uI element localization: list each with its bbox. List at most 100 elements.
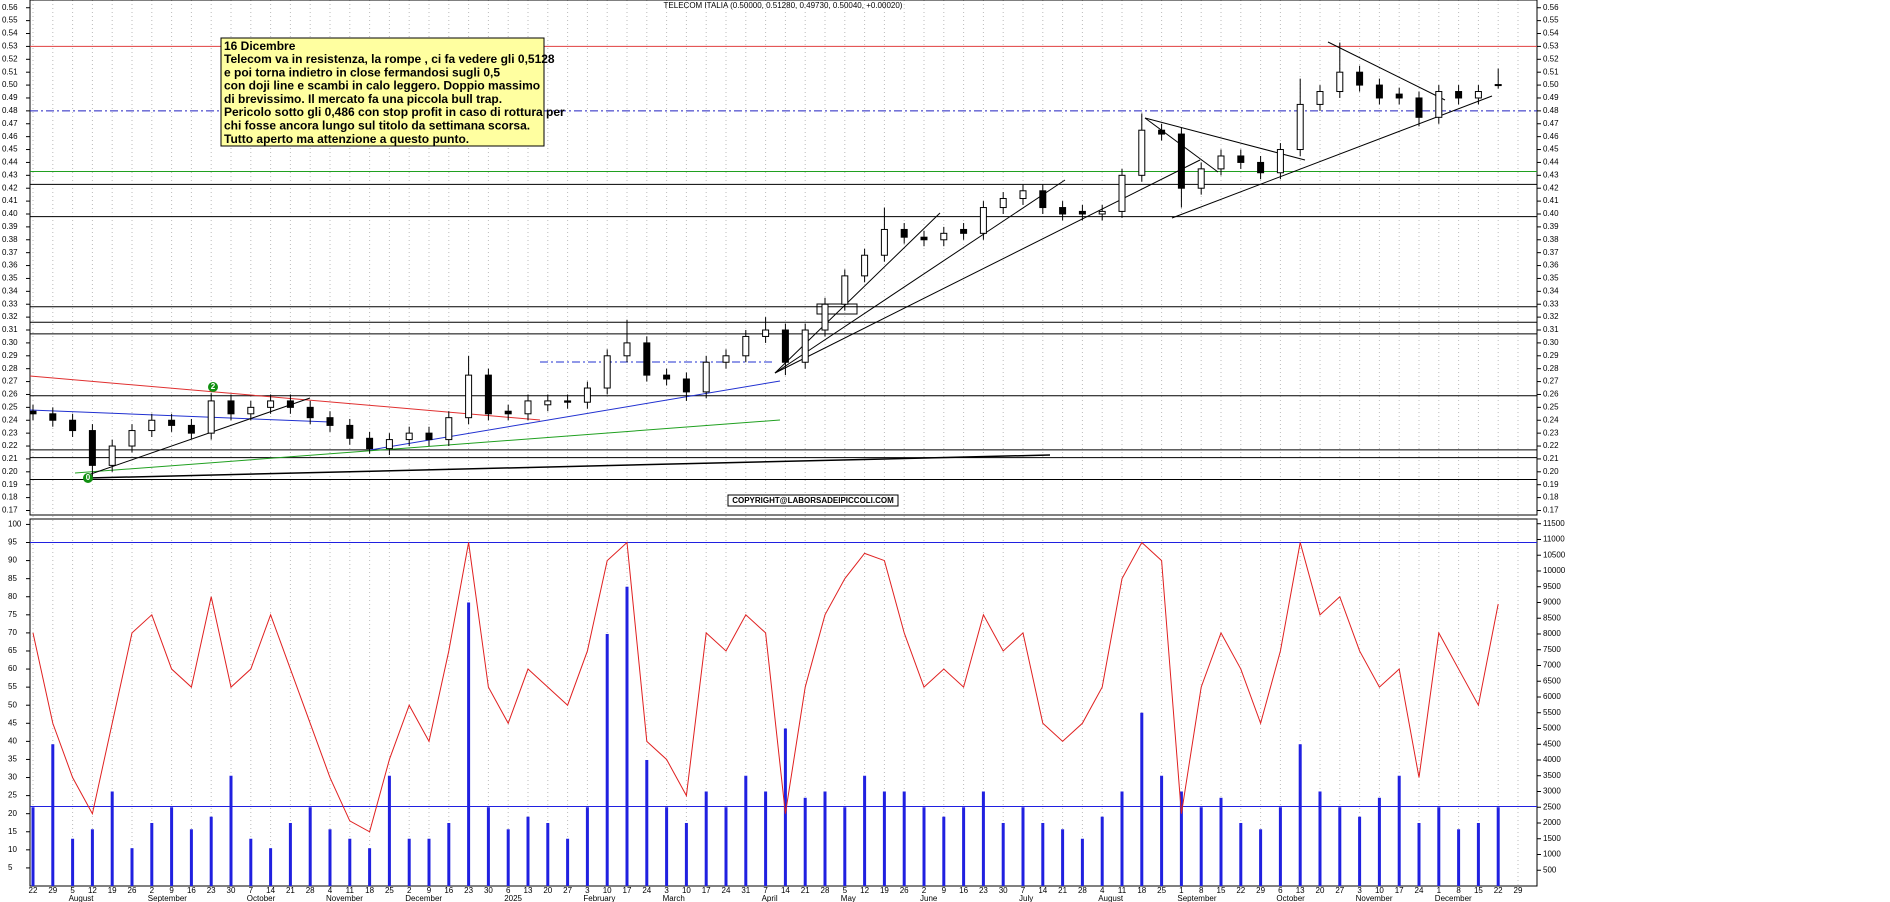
candle-body <box>524 400 532 415</box>
candle-body <box>108 445 116 466</box>
candle-body <box>128 430 136 447</box>
volume-bar <box>1041 822 1045 886</box>
volume-bar <box>1377 797 1381 886</box>
y-tick-label: 0.40 <box>2 209 18 218</box>
month-label: February <box>583 894 615 902</box>
volume-bar <box>942 816 946 886</box>
note-lines: Telecom va in resistenza, la rompe , ci … <box>224 52 565 146</box>
y2-tick-label: 2500 <box>1543 802 1561 811</box>
volume-bar <box>407 838 411 886</box>
month-label: August <box>69 894 95 902</box>
volume-bar <box>1120 791 1124 886</box>
y-tick-label: 100 <box>8 520 22 529</box>
volume-bar <box>229 775 233 886</box>
volume-bar <box>328 829 332 886</box>
box-marker <box>816 303 858 315</box>
x-tick-label: 26 <box>900 886 909 895</box>
volume-bar <box>526 816 530 886</box>
y-tick-label: 0.25 <box>2 402 18 411</box>
candle-body <box>1039 190 1047 209</box>
month-label: September <box>1177 894 1216 902</box>
volume-bar <box>170 807 174 886</box>
x-tick-label: 2 <box>150 886 155 895</box>
candle-body <box>168 419 176 426</box>
candle-body <box>1455 91 1463 99</box>
candle-body <box>1276 149 1284 174</box>
candle-body <box>326 417 334 426</box>
y-tick-label: 0.52 <box>1543 54 1559 63</box>
y-tick-label: 0.39 <box>1543 222 1559 231</box>
y-tick-label: 25 <box>8 791 17 800</box>
y-tick-label: 0.29 <box>1543 351 1559 360</box>
candle-body <box>1158 129 1166 135</box>
candle-body <box>286 400 294 408</box>
y2-tick-label: 10500 <box>1543 550 1566 559</box>
volume-bar <box>1061 829 1065 886</box>
volume-bar <box>1259 829 1263 886</box>
candle-body <box>960 228 968 234</box>
x-tick-label: 8 <box>1199 886 1204 895</box>
month-label: June <box>920 894 938 902</box>
candle-body <box>227 400 235 415</box>
x-tick-label: 8 <box>1456 886 1461 895</box>
x-tick-label: 7 <box>249 886 254 895</box>
month-label: November <box>326 894 363 902</box>
x-tick-label: 20 <box>543 886 552 895</box>
y-tick-label: 15 <box>8 827 17 836</box>
candle-body <box>1395 93 1403 99</box>
volume-bar <box>486 807 490 886</box>
x-tick-label: 2 <box>407 886 412 895</box>
y-tick-label: 0.51 <box>1543 67 1559 76</box>
volume-bar <box>684 822 688 886</box>
candle-body <box>1494 84 1502 87</box>
month-label: December <box>1435 894 1472 902</box>
y-tick-label: 0.26 <box>2 390 18 399</box>
x-tick-label: 30 <box>999 886 1008 895</box>
x-tick-label: 13 <box>1296 886 1305 895</box>
y-tick-label: 0.44 <box>1543 158 1559 167</box>
volume-bar <box>130 848 134 886</box>
volume-bar <box>51 744 55 886</box>
volume-bar <box>1496 807 1500 886</box>
x-tick-label: 10 <box>1375 886 1384 895</box>
y-tick-label: 0.24 <box>2 415 18 424</box>
x-tick-label: 28 <box>821 886 830 895</box>
x-tick-label: 29 <box>1514 886 1523 895</box>
trendline <box>87 454 1051 479</box>
y-tick-label: 0.21 <box>1543 454 1559 463</box>
y-tick-label: 0.32 <box>2 312 18 321</box>
y-tick-label: 85 <box>8 574 17 583</box>
x-tick-label: 10 <box>682 886 691 895</box>
y2-tick-label: 8000 <box>1543 629 1561 638</box>
y-tick-label: 0.55 <box>2 16 18 25</box>
volume-bar <box>1021 807 1025 886</box>
trendline <box>774 179 1066 374</box>
candle-body <box>722 355 730 363</box>
candle-body <box>425 432 433 441</box>
volume-bar <box>31 807 35 886</box>
month-label: March <box>663 894 685 902</box>
candle-body <box>267 400 275 408</box>
candle-body <box>1019 190 1027 200</box>
month-label: September <box>148 894 187 902</box>
y-tick-label: 0.53 <box>1543 42 1559 51</box>
x-tick-label: 22 <box>1494 886 1503 895</box>
candle-body <box>1474 91 1482 99</box>
volume-bar <box>1001 822 1005 886</box>
y2-tick-label: 4000 <box>1543 755 1561 764</box>
y2-tick-label: 11500 <box>1543 519 1565 528</box>
note-background <box>220 37 545 147</box>
volume-bar <box>308 807 312 886</box>
candle-body <box>247 406 255 415</box>
volume-bar <box>1080 838 1084 886</box>
volume-bar <box>387 775 391 886</box>
y-tick-label: 0.48 <box>2 106 18 115</box>
candle-body <box>1296 103 1304 151</box>
volume-bar <box>1239 822 1243 886</box>
volume-bar <box>783 728 787 886</box>
candle-body <box>306 406 314 419</box>
y-tick-label: 0.56 <box>2 3 18 12</box>
note-line: di brevissimo. Il mercato fa una piccola… <box>224 92 502 106</box>
y-tick-label: 0.31 <box>1543 325 1559 334</box>
